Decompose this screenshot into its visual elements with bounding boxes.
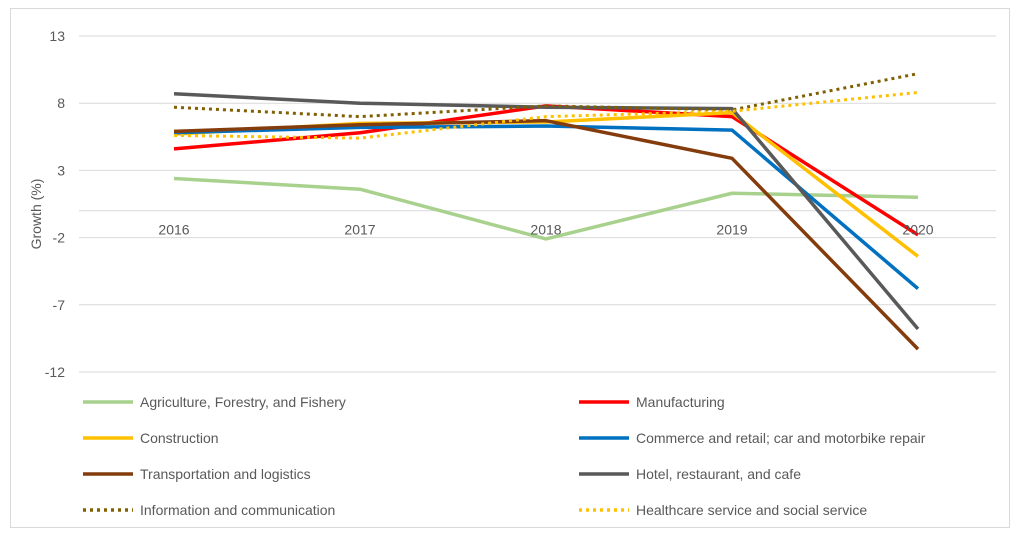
x-tick-label: 2016 xyxy=(158,222,189,238)
legend-label: Hotel, restaurant, and cafe xyxy=(636,466,801,482)
x-tick-label: 2017 xyxy=(344,222,375,238)
y-tick-label: -7 xyxy=(53,297,66,313)
y-axis-title: Growth (%) xyxy=(28,179,44,250)
series-line-4 xyxy=(173,124,920,291)
chart-frame: 13 8 3 -2 -7 -12 2016 2017 2018 2019 2020 Growth … xyxy=(10,8,1010,528)
legend-item: Information and communication xyxy=(83,502,335,518)
x-tick-label: 2020 xyxy=(902,222,933,238)
legend-label: Commerce and retail; car and motorbike r… xyxy=(636,430,926,446)
series-line-7 xyxy=(173,72,919,119)
legend-item: Construction xyxy=(83,430,219,446)
legend-item: Agriculture, Forestry, and Fishery xyxy=(83,394,346,410)
legend-item: Hotel, restaurant, and cafe xyxy=(579,466,801,482)
y-tick-label: 13 xyxy=(49,28,65,44)
x-tick-label: 2018 xyxy=(530,222,561,238)
y-tick-label: 8 xyxy=(57,95,65,111)
y-tick-label: 3 xyxy=(57,162,65,178)
legend-label: Healthcare service and social service xyxy=(636,502,867,518)
y-tick-label: -2 xyxy=(53,230,66,246)
legend-label: Agriculture, Forestry, and Fishery xyxy=(140,394,346,410)
y-tick-label: -12 xyxy=(45,364,65,380)
legend-item: Healthcare service and social service xyxy=(579,502,867,518)
legend-item: Commerce and retail; car and motorbike r… xyxy=(579,430,926,446)
series-line-8 xyxy=(173,90,919,140)
legend-label: Manufacturing xyxy=(636,394,725,410)
x-tick-label: 2019 xyxy=(716,222,747,238)
legend-label: Construction xyxy=(140,430,219,446)
legend-label: Information and communication xyxy=(140,502,335,518)
legend-item: Manufacturing xyxy=(579,394,725,410)
legend-item: Transportation and logistics xyxy=(83,466,311,482)
series-line-1 xyxy=(173,176,919,241)
line-chart: 13 8 3 -2 -7 -12 2016 2017 2018 2019 2020 Growth … xyxy=(28,28,996,518)
series-line-5 xyxy=(173,118,920,351)
legend-label: Transportation and logistics xyxy=(140,466,311,482)
